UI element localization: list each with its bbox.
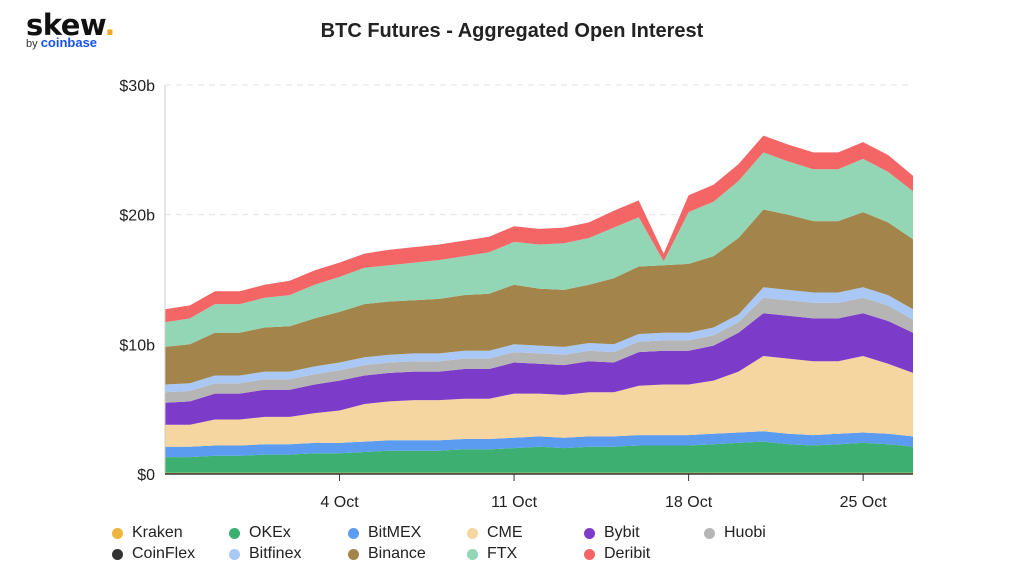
legend-marker-icon: [229, 548, 240, 560]
legend-marker-icon: [467, 527, 478, 539]
area-cme: [165, 356, 913, 447]
area-binance: [165, 209, 913, 385]
legend-marker-icon: [348, 527, 359, 539]
x-tick-label: 4 Oct: [320, 494, 359, 511]
by-coinbase: by coinbase: [26, 35, 98, 50]
skew-logo: skew. by coinbase: [26, 8, 115, 50]
legend-item-huobi[interactable]: Huobi: [704, 524, 766, 542]
y-tick-label: $0: [137, 467, 155, 484]
legend-marker-icon: [584, 548, 595, 560]
legend-label: FTX: [487, 545, 518, 562]
legend-item-binance[interactable]: Binance: [348, 545, 426, 563]
legend-marker-icon: [584, 527, 595, 539]
x-tick-label: 25 Oct: [840, 494, 888, 511]
legend-marker-icon: [704, 527, 715, 539]
legend-label: BitMEX: [368, 524, 422, 541]
legend-label: CoinFlex: [132, 545, 196, 562]
legend-marker-icon: [467, 548, 478, 560]
legend-marker-icon: [112, 548, 123, 560]
legend-label: Kraken: [132, 524, 183, 541]
legend-label: Huobi: [724, 524, 766, 541]
legend-label: OKEx: [249, 524, 291, 541]
legend-item-ftx[interactable]: FTX: [467, 545, 517, 563]
legend-label: Deribit: [604, 545, 651, 562]
skew-wordmark: skew.: [26, 8, 115, 42]
legend-item-deribit[interactable]: Deribit: [584, 545, 650, 563]
area-ftx: [165, 152, 913, 347]
legend-marker-icon: [112, 527, 123, 539]
y-tick-label: $10b: [119, 337, 155, 354]
legend-label: Bybit: [604, 524, 640, 541]
area-bitmex: [165, 431, 913, 458]
area-okex: [165, 441, 913, 473]
area-bitfinex: [165, 287, 913, 393]
y-tick-label: $20b: [119, 208, 155, 225]
y-tick-label: $30b: [119, 78, 155, 95]
area-deribit: [165, 135, 913, 323]
area-huobi: [165, 297, 913, 403]
legend-marker-icon: [348, 548, 359, 560]
legend-item-coinflex[interactable]: CoinFlex: [112, 545, 195, 563]
x-tick-label: 11 Oct: [491, 494, 538, 511]
legend-item-bitfinex[interactable]: Bitfinex: [229, 545, 301, 563]
legend-label: Binance: [368, 545, 426, 562]
legend-item-kraken[interactable]: Kraken: [112, 524, 183, 542]
chart-title: BTC Futures - Aggregated Open Interest: [320, 20, 704, 42]
legend-item-okex[interactable]: OKEx: [229, 524, 291, 542]
legend-label: CME: [487, 524, 523, 541]
legend-label: Bitfinex: [249, 545, 302, 562]
legend-marker-icon: [229, 527, 240, 539]
legend-item-cme[interactable]: CME: [467, 524, 523, 542]
legend-item-bitmex[interactable]: BitMEX: [348, 524, 421, 542]
area-bybit: [165, 313, 913, 425]
x-tick-label: 18 Oct: [665, 494, 713, 511]
legend-item-bybit[interactable]: Bybit: [584, 524, 640, 542]
